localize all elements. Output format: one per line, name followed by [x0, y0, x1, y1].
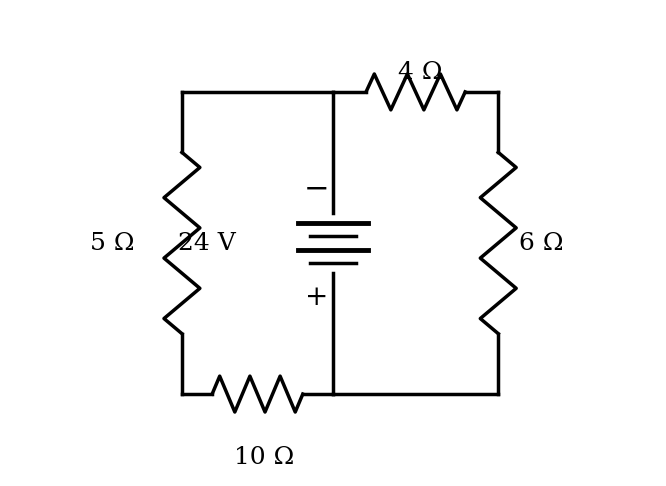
- Text: 4 Ω: 4 Ω: [398, 61, 443, 84]
- Text: +: +: [305, 284, 328, 311]
- Text: 6 Ω: 6 Ω: [519, 231, 564, 255]
- Text: 5 Ω: 5 Ω: [90, 231, 135, 255]
- Text: −: −: [304, 173, 329, 204]
- Text: 24 V: 24 V: [178, 231, 236, 255]
- Text: 10 Ω: 10 Ω: [234, 446, 294, 469]
